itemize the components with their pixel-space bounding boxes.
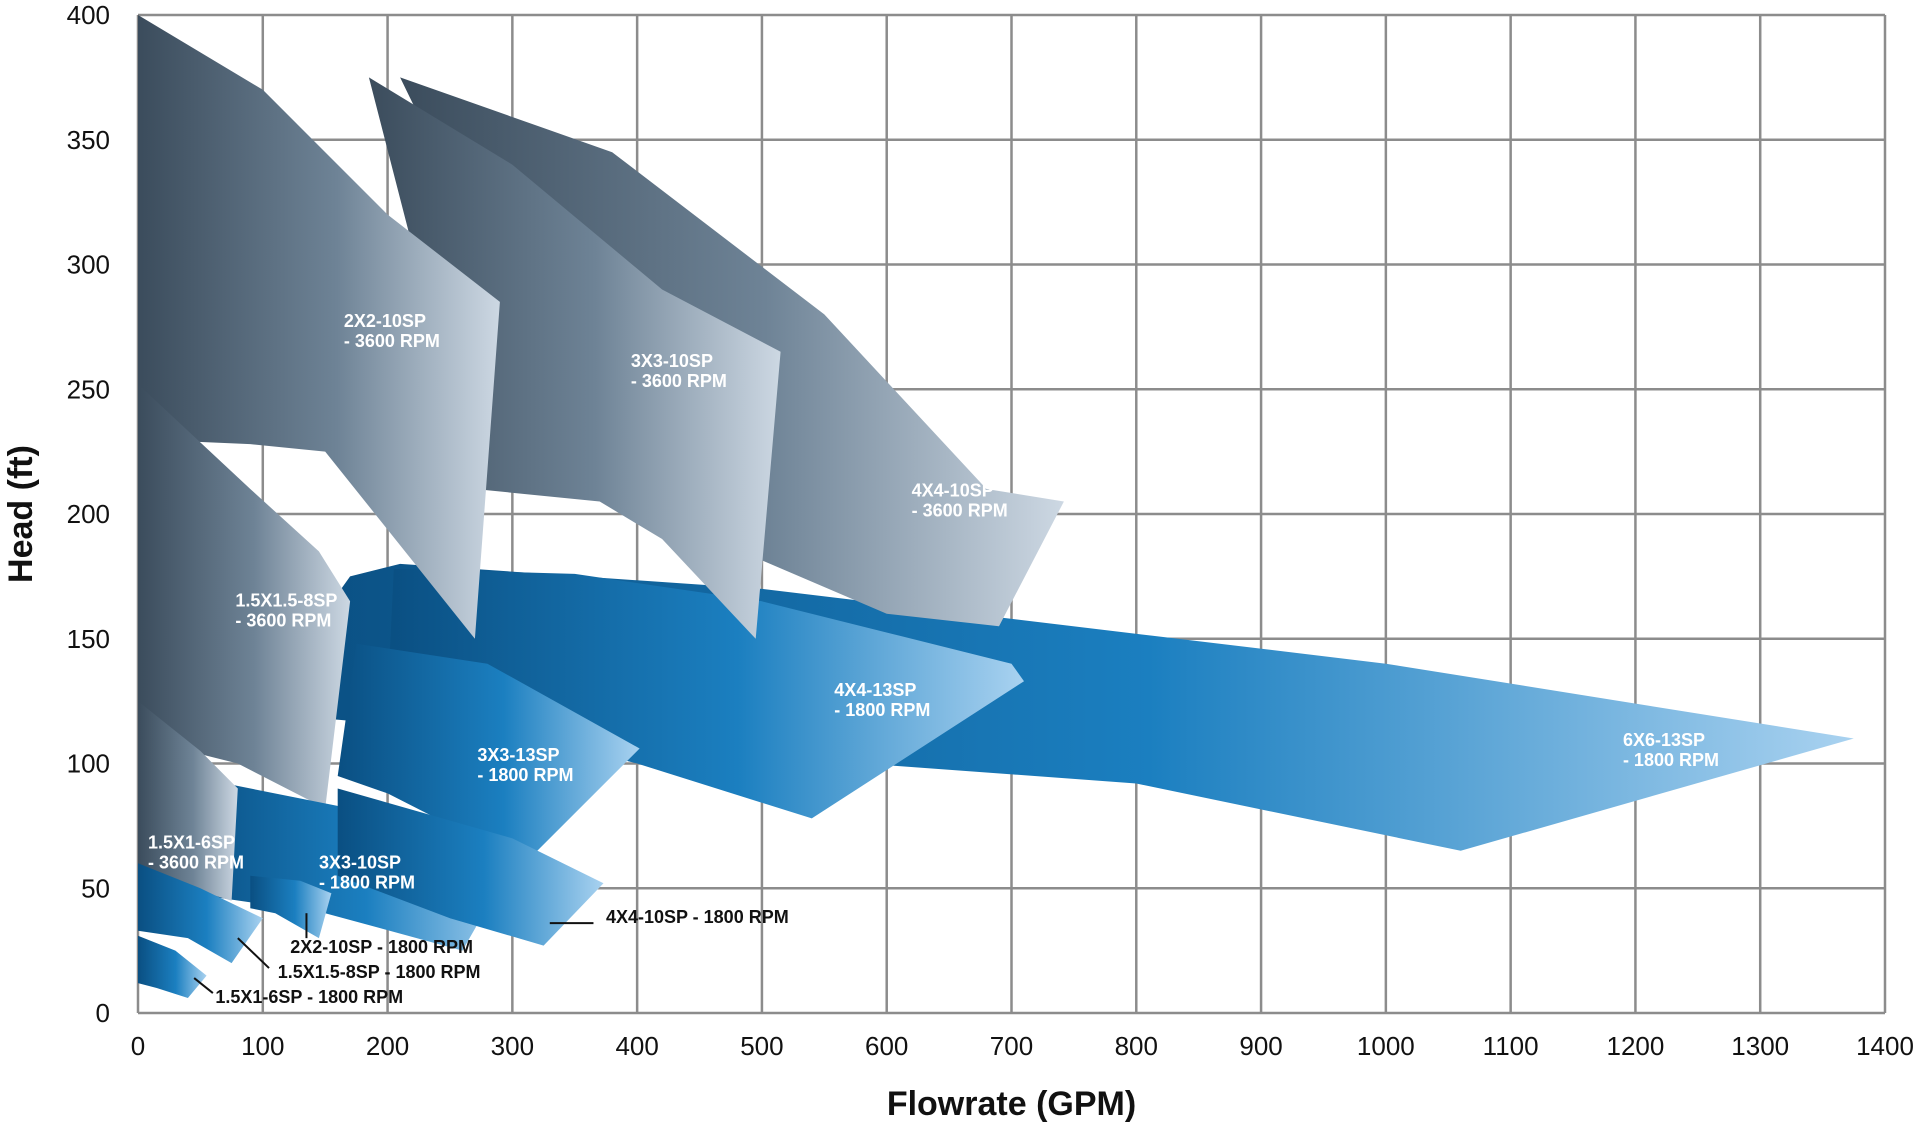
region-1-5x1-6sp-3600-rpm	[138, 701, 238, 901]
x-tick-label-1100: 1100	[1483, 1031, 1539, 1061]
y-tick-label-0: 0	[96, 998, 110, 1028]
pump-regions	[138, 15, 1854, 998]
callout-line-1-5x1-6sp-1800-rpm	[193, 977, 214, 994]
callout-line-1-5x1-5-8sp-1800-rpm	[237, 937, 270, 969]
region-2x2-10sp-1800-rpm	[250, 875, 332, 939]
label-3x3-10sp-1800-rpm: 3X3-10SP - 1800 RPM	[319, 852, 415, 892]
y-tick-label-100: 100	[67, 749, 110, 779]
label-4x4-10sp-1800-rpm: 4X4-10SP - 1800 RPM	[606, 907, 789, 927]
region-1-5x1-6sp-1800-rpm	[138, 935, 207, 998]
x-tick-label-600: 600	[865, 1031, 908, 1061]
x-tick-label-200: 200	[366, 1031, 409, 1061]
y-axis-title: Head (ft)	[2, 445, 40, 583]
region-3x3-13sp-1800-rpm	[337, 643, 640, 864]
x-tick-label-1300: 1300	[1731, 1031, 1789, 1061]
y-tick-label-300: 300	[67, 250, 110, 280]
x-tick-label-1000: 1000	[1357, 1031, 1415, 1061]
region-2x2-10sp-3600-rpm	[138, 15, 500, 639]
region-1-5x1-5-8sp-1800-rpm	[138, 863, 263, 964]
x-tick-label-0: 0	[131, 1031, 145, 1061]
y-tick-label-250: 250	[67, 374, 110, 404]
y-tick-label-150: 150	[67, 624, 110, 654]
region-1-5x1-5-8sp-3600-rpm	[138, 384, 351, 809]
x-tick-label-400: 400	[615, 1031, 658, 1061]
label-2x2-10sp-3600-rpm: 2X2-10SP - 3600 RPM	[344, 311, 440, 351]
region-labels: 6X6-13SP - 1800 RPM 4X4-13SP - 1800 RPM 3X3-…	[148, 311, 1719, 1007]
label-1-5x1-5-8sp-3600-rpm: 1.5X1.5-8SP - 3600 RPM	[235, 590, 337, 630]
y-tick-label-200: 200	[67, 499, 110, 529]
x-tick-label-100: 100	[241, 1031, 284, 1061]
x-tick-label-1200: 1200	[1607, 1031, 1665, 1061]
x-tick-label-500: 500	[740, 1031, 783, 1061]
region-3x3-10sp-3600-rpm	[368, 77, 781, 639]
label-6x6-13sp-1800-rpm: 6X6-13SP - 1800 RPM	[1623, 730, 1719, 770]
label-1-5x1-6sp-3600-rpm: 1.5X1-6SP - 3600 RPM	[148, 832, 244, 872]
x-tick-label-300: 300	[491, 1031, 534, 1061]
label-3x3-10sp-3600-rpm: 3X3-10SP - 3600 RPM	[631, 351, 727, 391]
label-2x2-10sp-1800-rpm: 2X2-10SP - 1800 RPM	[290, 937, 473, 957]
x-tick-label-800: 800	[1115, 1031, 1158, 1061]
label-3x3-13sp-1800-rpm: 3X3-13SP - 1800 RPM	[477, 745, 573, 785]
x-tick-label-900: 900	[1239, 1031, 1282, 1061]
axis-ticks: 0 100 200 300 400 500 600 700 800 900 1000 1100 1200…	[67, 0, 1914, 1061]
y-tick-label-400: 400	[67, 0, 110, 30]
x-tick-label-700: 700	[990, 1031, 1033, 1061]
label-1-5x1-6sp-1800-rpm: 1.5X1-6SP - 1800 RPM	[215, 987, 403, 1007]
label-4x4-13sp-1800-rpm: 4X4-13SP - 1800 RPM	[834, 680, 930, 720]
y-tick-label-350: 350	[67, 125, 110, 155]
region-4x4-10sp-1800-rpm	[337, 788, 604, 946]
x-axis-title: Flowrate (GPM)	[887, 1085, 1136, 1123]
label-4x4-10sp-3600-rpm: 4X4-10SP - 3600 RPM	[912, 481, 1008, 521]
x-tick-label-1400: 1400	[1856, 1031, 1914, 1061]
label-1-5x1-5-8sp-1800-rpm: 1.5X1.5-8SP - 1800 RPM	[278, 962, 481, 982]
y-tick-label-50: 50	[81, 873, 110, 903]
region-4x4-13sp-1800-rpm	[387, 568, 1025, 819]
